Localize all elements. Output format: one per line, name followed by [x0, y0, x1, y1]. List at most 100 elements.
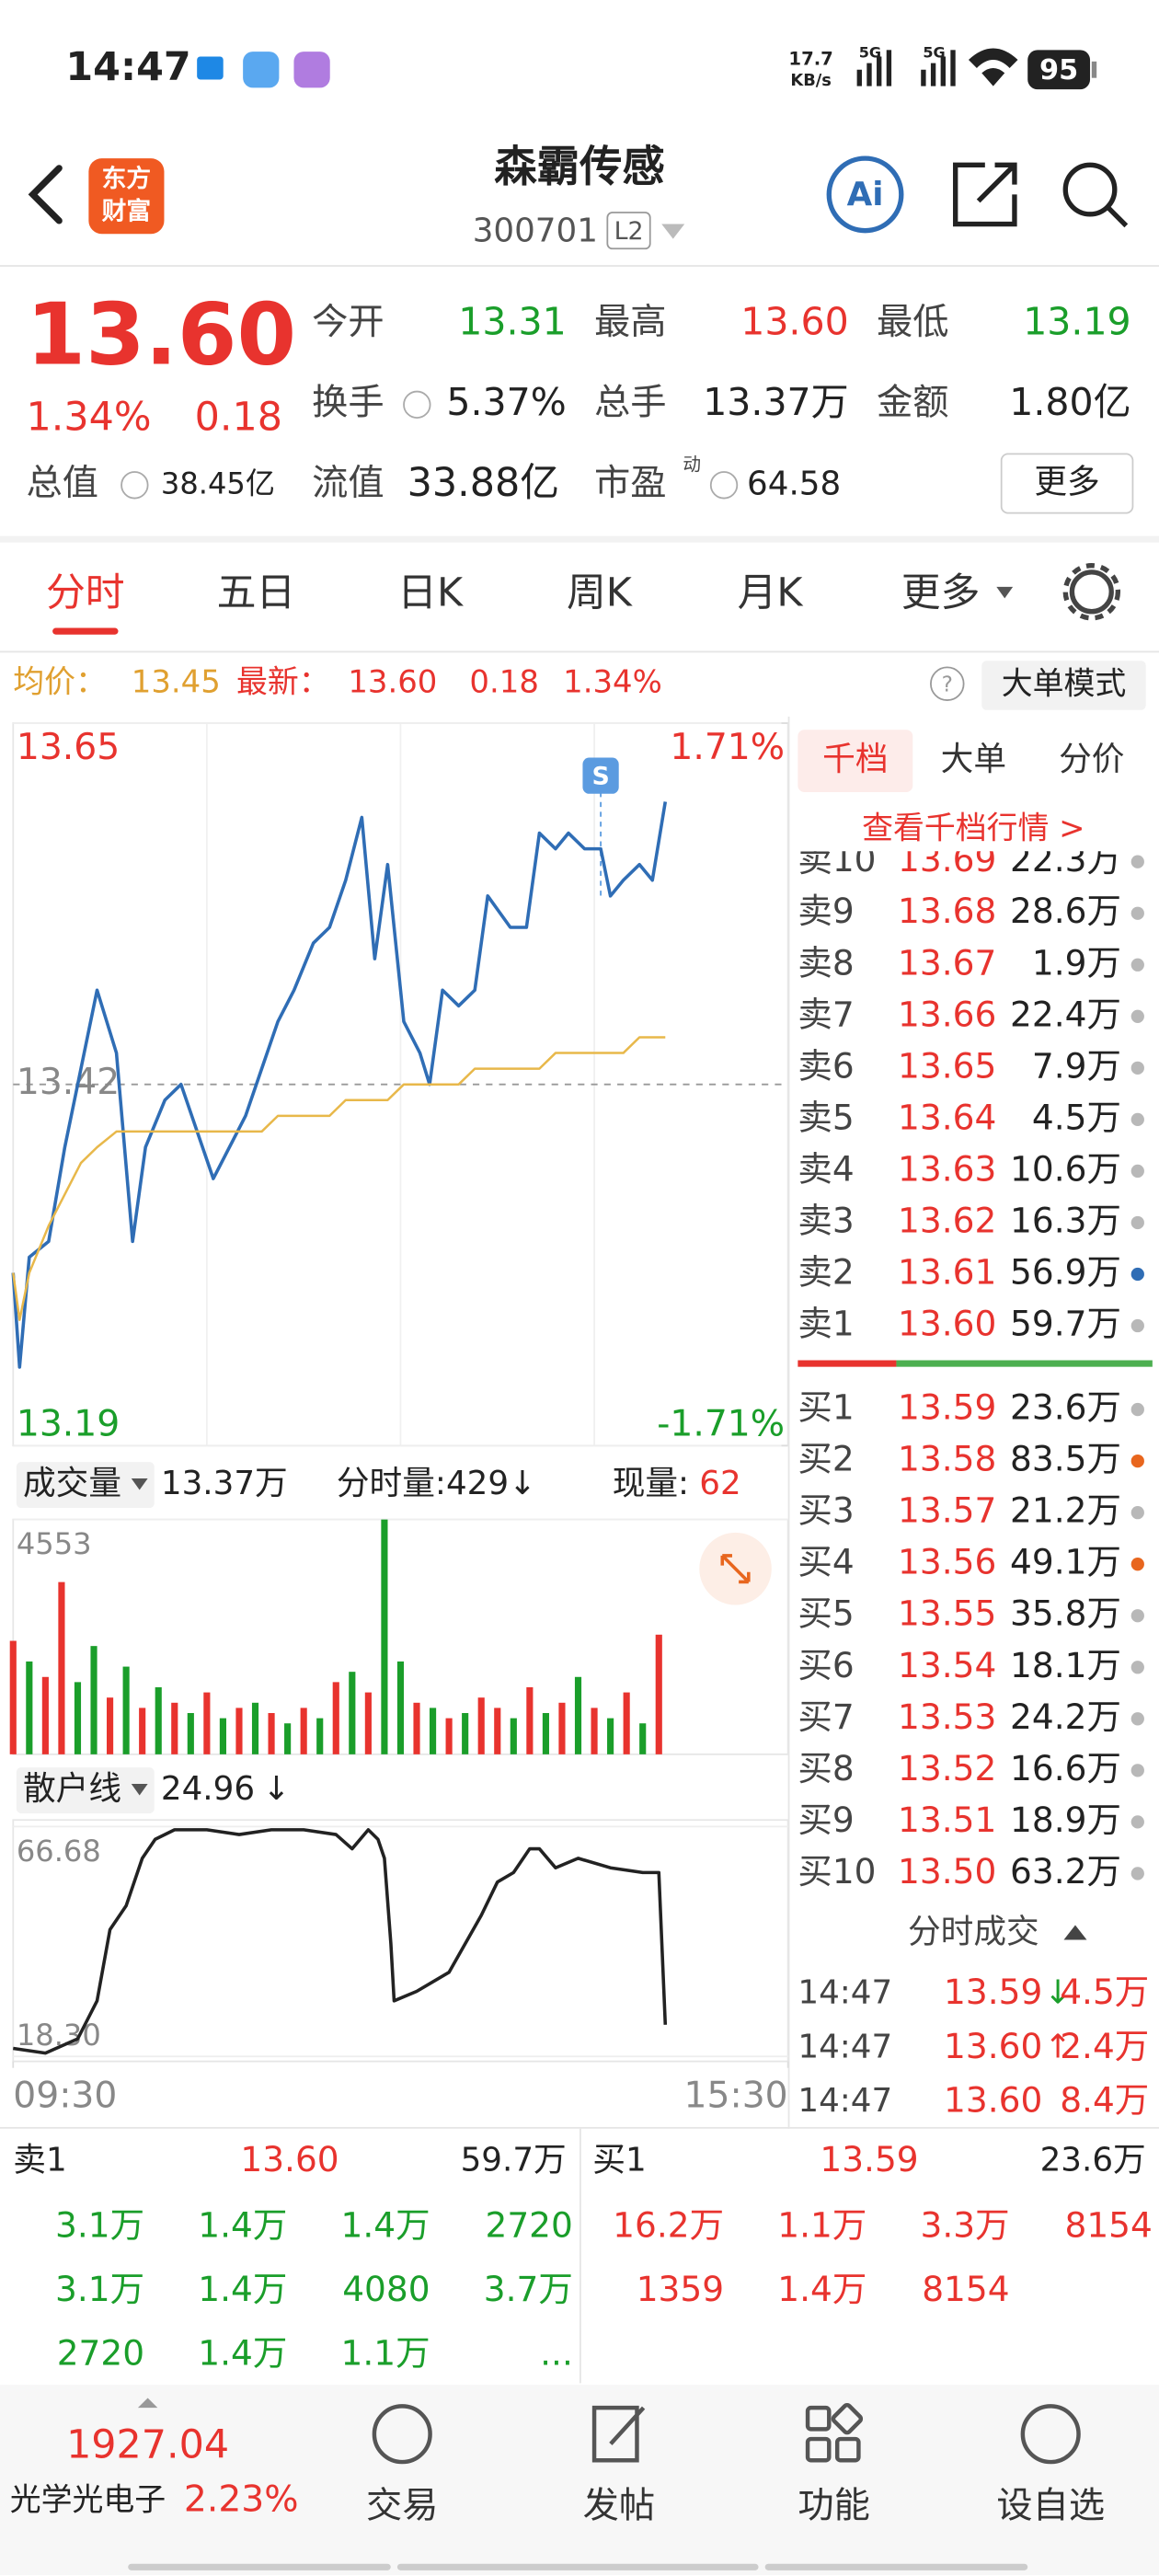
book-level: 买10	[798, 1851, 876, 1892]
network: 5G	[859, 43, 881, 61]
queue-order: 16.2万	[613, 2204, 724, 2245]
more-label[interactable]: 更多	[1034, 463, 1099, 500]
series-line	[12, 1036, 666, 1322]
volume-current-label: 现量:	[613, 1465, 689, 1502]
queue-order: 1.4万	[341, 2204, 430, 2245]
index-change[interactable]: 2.23%	[184, 2478, 299, 2520]
stat-superscript: 动	[683, 454, 701, 475]
queue-volume: 23.6万	[1040, 2141, 1146, 2179]
ai-button[interactable]	[826, 155, 904, 234]
indicator-select[interactable]	[16, 1767, 155, 1814]
dropdown-arrow[interactable]	[661, 224, 685, 239]
queue-order: 1.1万	[341, 2333, 430, 2374]
y-tick-label: 13.19	[17, 1403, 120, 1444]
indicator-label[interactable]: 成交量	[23, 1465, 121, 1502]
search-button[interactable]	[1062, 162, 1129, 228]
volume-bar	[107, 1697, 114, 1754]
volume-period: 分时量:429↓	[337, 1465, 536, 1502]
ai-label[interactable]: Ai	[847, 176, 884, 213]
book-tab[interactable]: 千档	[822, 741, 888, 778]
volume-bar	[90, 1646, 98, 1754]
back-button[interactable]	[28, 165, 63, 224]
book-dot	[1130, 906, 1144, 920]
chart-tab[interactable]: 月K	[738, 569, 804, 615]
book-volume: 4.5万	[1032, 1097, 1121, 1137]
trades-title: 分时成交	[908, 1913, 1039, 1950]
book-dot	[1130, 1267, 1144, 1282]
book-tab[interactable]: 大单	[941, 741, 1006, 778]
volume-bar	[268, 1713, 275, 1754]
book-price: 13.59	[898, 1387, 996, 1428]
stat-value: 13.31	[458, 299, 566, 343]
book-level: 买4	[798, 1542, 854, 1582]
mode[interactable]: 大单模式	[1002, 666, 1127, 702]
book-volume: 24.2万	[1010, 1696, 1121, 1737]
index-value[interactable]: 1927.04	[66, 2422, 229, 2468]
chart-tab[interactable]: 分时	[46, 569, 125, 615]
help-icon[interactable]	[930, 666, 965, 701]
ask-bar	[798, 1360, 897, 1367]
nav-item[interactable]: 交易	[366, 2486, 439, 2527]
annotation-badge[interactable]	[582, 757, 619, 794]
book-price: 13.50	[898, 1851, 996, 1892]
annotation[interactable]: S	[591, 762, 609, 790]
share-button[interactable]	[953, 162, 1017, 227]
more-button[interactable]	[1000, 453, 1134, 514]
series-line	[13, 1828, 668, 2055]
status-icons	[197, 48, 1097, 90]
stock-name: 森霸传感	[494, 142, 665, 191]
queue-order: ...	[540, 2333, 573, 2374]
trade-price: 13.60	[944, 2026, 1042, 2066]
collapse-arrow[interactable]	[1063, 1925, 1087, 1940]
book-price: 13.68	[898, 891, 996, 931]
expand-arrow[interactable]	[137, 2398, 158, 2409]
book-level: 买1	[798, 1387, 854, 1428]
book-link[interactable]: 查看千档行情 >	[862, 811, 1085, 846]
book-level: 买9	[798, 1800, 854, 1840]
volume-bar	[171, 1702, 178, 1754]
indicator-label[interactable]: 散户线	[23, 1770, 121, 1808]
book-price: 13.64	[898, 1097, 996, 1137]
chart-tab[interactable]: 更多	[901, 569, 981, 615]
chart-tab[interactable]: 日K	[397, 569, 464, 615]
chart-tab[interactable]: 周K	[567, 569, 633, 615]
bid-bar	[896, 1360, 1153, 1367]
nav-item[interactable]: 发帖	[583, 2486, 656, 2527]
book-level: 卖1	[798, 1304, 854, 1344]
volume-bar	[364, 1692, 372, 1754]
info-icon	[403, 390, 431, 420]
volume-bar	[349, 1672, 356, 1754]
nav-item[interactable]: 功能	[798, 2486, 869, 2527]
book-level: 卖5	[798, 1097, 854, 1137]
trade-time: 14:47	[798, 1973, 892, 2011]
stat-label: 换手	[312, 382, 384, 423]
index-name[interactable]: 光学光电子	[10, 2481, 166, 2517]
volume-bar	[203, 1692, 211, 1754]
queue-order: 4080	[342, 2269, 430, 2309]
divider	[580, 2128, 581, 2384]
indicator-select[interactable]	[16, 1462, 155, 1509]
divider	[0, 535, 1159, 543]
nav-item[interactable]: 设自选	[996, 2486, 1105, 2527]
book-level: 买7	[798, 1696, 854, 1737]
book-tab[interactable]: 分价	[1059, 741, 1124, 778]
help[interactable]: ?	[942, 673, 953, 697]
tab-highlight	[798, 730, 913, 793]
stat-value: 13.19	[1023, 299, 1130, 343]
volume-bar	[462, 1713, 469, 1754]
y-tick-label: 66.68	[17, 1834, 101, 1869]
book-volume: 7.9万	[1032, 1045, 1121, 1086]
queue-order: 3.1万	[55, 2269, 144, 2309]
change: 0.18	[195, 394, 282, 440]
chart-tab[interactable]: 五日	[217, 569, 296, 615]
latest-value: 13.60	[348, 664, 437, 700]
book-dot	[1130, 1609, 1144, 1623]
stat-label: 今开	[312, 302, 384, 343]
settings-button[interactable]	[1062, 563, 1121, 621]
mode-button[interactable]	[981, 661, 1146, 710]
trade-volume: 8.4万	[1060, 2080, 1149, 2121]
avg-label: 均价：	[13, 664, 107, 700]
divider	[0, 265, 1159, 267]
app-logo	[88, 158, 165, 235]
book-price: 13.55	[898, 1593, 996, 1634]
